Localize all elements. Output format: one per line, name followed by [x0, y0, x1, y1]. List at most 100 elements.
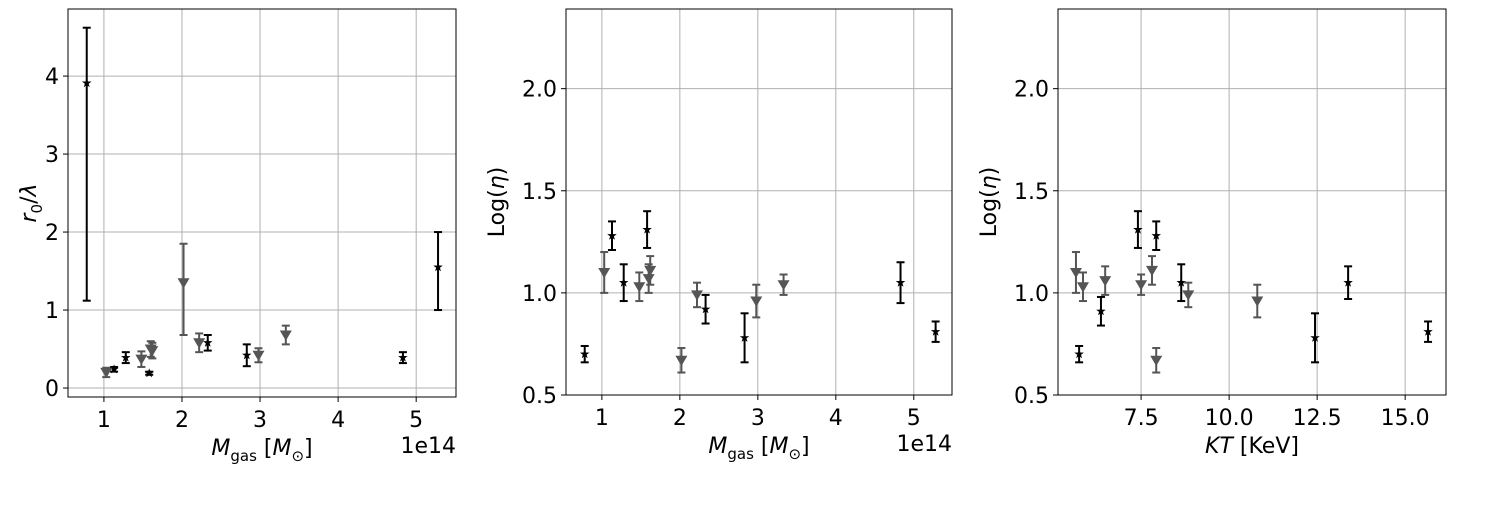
marker — [100, 367, 113, 379]
marker — [633, 282, 646, 293]
label-part: [KeV] — [1233, 434, 1299, 459]
y-tick-label: 4 — [45, 65, 59, 90]
y-tick-label: 1.0 — [522, 282, 557, 307]
x-tick-label: 15.0 — [1381, 406, 1430, 431]
axes-frame — [565, 8, 953, 396]
marker — [930, 326, 941, 336]
x-tick-label: 4 — [331, 408, 345, 433]
y-tick-label: 1 — [45, 299, 59, 324]
marker — [1076, 282, 1089, 293]
x-tick-label: 1 — [595, 406, 609, 431]
marker — [1146, 265, 1159, 277]
marker — [1343, 277, 1353, 287]
marker — [895, 277, 906, 287]
y-axis-label: Log(η) — [485, 167, 510, 237]
label-part: M — [769, 434, 788, 459]
marker — [642, 274, 655, 285]
marker — [675, 355, 688, 366]
y-tick-label: 0 — [45, 377, 59, 402]
label-part: ⊙ — [291, 447, 304, 465]
marker — [700, 304, 711, 314]
x-axis-label: KT [KeV] — [1205, 434, 1299, 459]
x-offset-label: 1e14 — [896, 432, 952, 457]
y-tick-label: 2.0 — [522, 78, 557, 103]
label-part: λ — [17, 183, 42, 197]
marker — [1423, 326, 1433, 336]
marker — [1182, 290, 1195, 301]
marker — [121, 352, 131, 362]
label-part: M — [211, 436, 230, 461]
y-tick-label: 2.0 — [1014, 78, 1049, 103]
y-axis-label: Log(η) — [977, 167, 1002, 237]
x-tick-label: 12.5 — [1293, 406, 1342, 431]
marker — [252, 350, 265, 361]
marker — [1135, 280, 1148, 291]
x-tick-label: 2 — [673, 406, 687, 431]
y-tick-label: 1.5 — [522, 180, 557, 205]
label-part: ] — [801, 434, 810, 459]
label-part: ) — [977, 167, 1002, 176]
marker — [777, 280, 790, 291]
x-axis-label: Mgas [M⊙] — [708, 434, 809, 463]
label-part: 0 — [28, 204, 46, 214]
y-tick-label: 2 — [45, 221, 59, 246]
marker — [579, 349, 590, 359]
marker — [242, 350, 252, 360]
x-tick-label: 5 — [907, 406, 921, 431]
x-offset-label: 1e14 — [400, 434, 456, 459]
marker — [1069, 267, 1082, 279]
x-axis-label: Mgas [M⊙] — [211, 436, 312, 465]
marker — [607, 230, 617, 240]
marker — [146, 346, 159, 357]
marker — [433, 262, 443, 272]
marker — [1151, 230, 1161, 240]
marker — [1310, 332, 1320, 342]
error-bar — [179, 242, 188, 336]
y-tick-label: 1.0 — [1014, 282, 1049, 307]
y-tick-label: 0.5 — [1014, 384, 1049, 409]
error-bar — [82, 26, 91, 302]
marker — [739, 332, 750, 342]
marker — [642, 224, 652, 234]
marker — [193, 338, 206, 349]
marker — [1176, 277, 1186, 287]
label-part: Log( — [485, 189, 510, 237]
axes-frame — [1057, 8, 1447, 396]
marker — [644, 265, 657, 277]
x-tick-label: 5 — [409, 408, 423, 433]
marker — [1251, 296, 1264, 307]
marker — [279, 330, 292, 341]
label-part: M — [708, 434, 727, 459]
x-tick-label: 10.0 — [1205, 406, 1254, 431]
x-tick-label: 7.5 — [1124, 406, 1159, 431]
marker — [1074, 349, 1084, 359]
marker — [1099, 276, 1112, 287]
marker — [398, 352, 408, 362]
label-part: [ — [754, 434, 770, 459]
label-part: [ — [257, 436, 273, 461]
label-part: gas — [230, 447, 257, 465]
y-tick-label: 1.5 — [1014, 180, 1049, 205]
marker — [750, 296, 763, 307]
marker — [109, 364, 119, 374]
label-part: η — [485, 175, 510, 189]
x-tick-label: 3 — [253, 408, 267, 433]
y-tick-label: 0.5 — [522, 384, 557, 409]
x-tick-label: 2 — [175, 408, 189, 433]
marker — [177, 278, 190, 289]
marker — [135, 354, 148, 365]
marker — [1096, 306, 1106, 316]
subplot: 7.5 10.0 12.5 15.0 0.5 1.0 1.5 2.0 KT [KeV] Log(η… — [977, 8, 1447, 459]
label-part: / — [17, 196, 42, 204]
label-part: ] — [304, 436, 313, 461]
label-part: Log( — [977, 189, 1002, 237]
label-part: M — [272, 436, 291, 461]
marker — [144, 368, 154, 378]
error-bar — [434, 231, 443, 312]
marker — [598, 267, 611, 279]
marker — [1133, 224, 1143, 234]
x-tick-label: 4 — [829, 406, 843, 431]
